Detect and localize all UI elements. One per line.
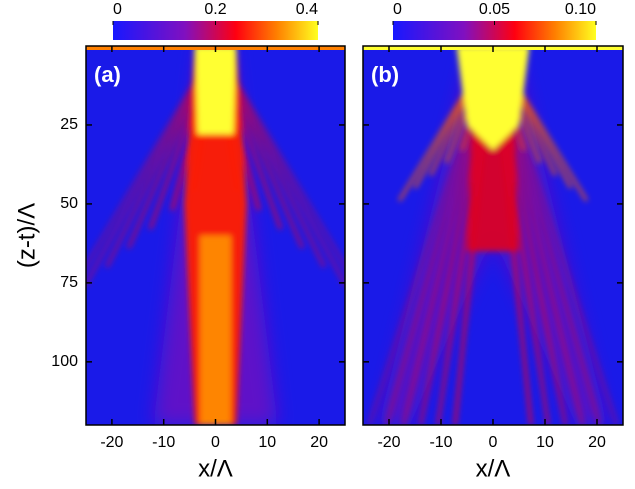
x-axis-label: x/Λ — [476, 455, 511, 482]
colorbar-tick-label: 0 — [393, 1, 402, 18]
colorbar — [393, 21, 596, 40]
panel-label: (a) — [94, 62, 121, 87]
x-axis-label: x/Λ — [198, 455, 233, 482]
x-tick-label: 20 — [310, 434, 328, 451]
y-tick-label: 25 — [60, 116, 78, 133]
colorbar-tick-label: 0.2 — [204, 1, 226, 18]
heatmap-fringe — [213, 46, 345, 271]
heatmap-fringe — [86, 46, 218, 271]
x-tick-label: -10 — [152, 434, 175, 451]
y-tick-label: 100 — [51, 353, 78, 370]
colorbar-tick-label: 0.4 — [296, 1, 318, 18]
heatmap — [363, 46, 623, 425]
y-tick-label: 50 — [60, 195, 78, 212]
x-tick-label: 20 — [588, 434, 606, 451]
y-tick-label: 75 — [60, 274, 78, 291]
colorbar-tick-label: 0 — [113, 1, 122, 18]
x-tick-label: -10 — [429, 434, 452, 451]
colorbar-tick-label: 0.10 — [565, 1, 596, 18]
colorbar — [113, 21, 318, 40]
panel-label: (b) — [371, 62, 399, 87]
heatmap — [86, 46, 345, 425]
y-axis-label: (z-t)/Λ — [13, 203, 40, 268]
x-tick-label: 0 — [211, 434, 220, 451]
x-tick-label: 0 — [489, 434, 498, 451]
x-tick-label: -20 — [377, 434, 400, 451]
x-tick-label: -20 — [100, 434, 123, 451]
heatmap-region — [467, 109, 519, 252]
heatmap-region — [456, 46, 530, 151]
x-tick-label: 10 — [536, 434, 554, 451]
heatmap-region — [194, 46, 237, 135]
heatmap-region — [199, 235, 232, 425]
heatmap-fringes — [86, 46, 345, 425]
x-tick-label: 10 — [258, 434, 276, 451]
heatmap-fringes — [367, 46, 619, 425]
colorbar-tick-label: 0.05 — [479, 1, 510, 18]
